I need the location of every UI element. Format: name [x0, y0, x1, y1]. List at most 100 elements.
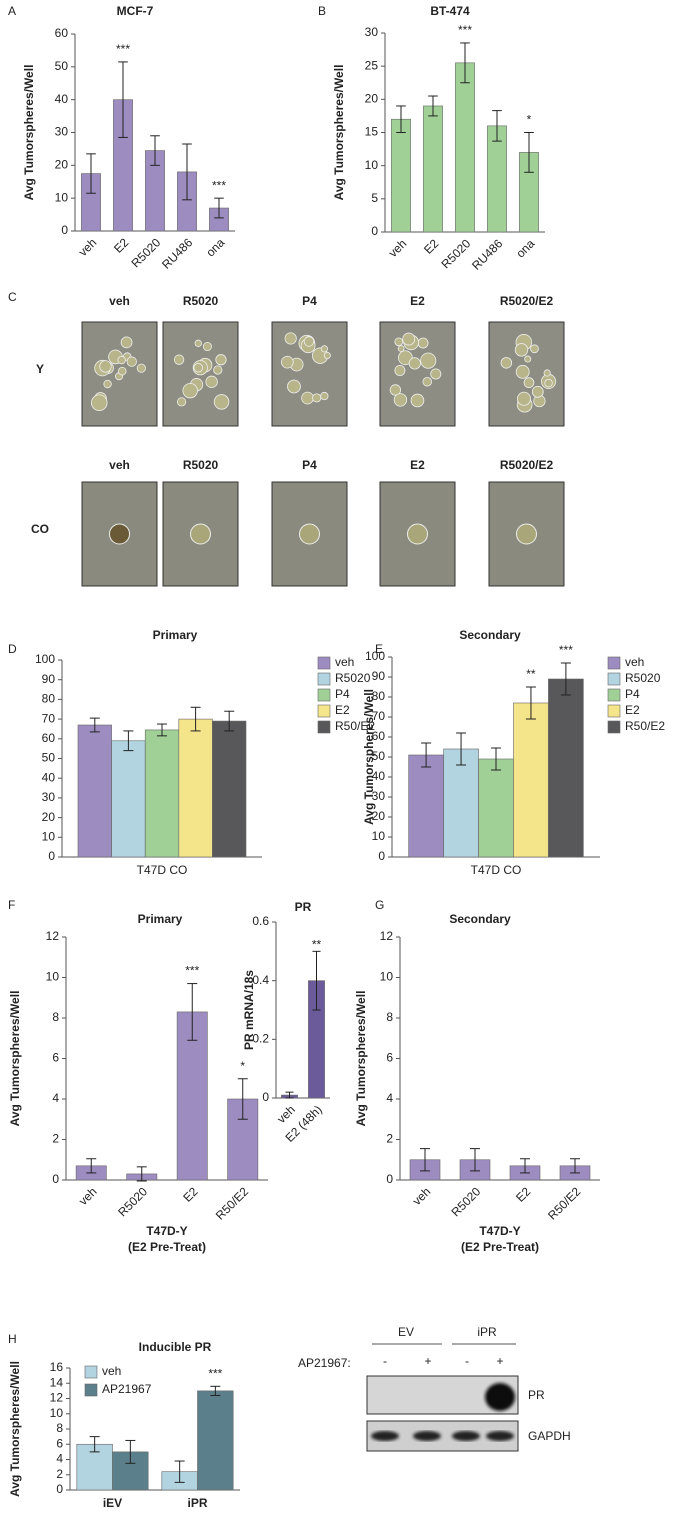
cell	[280, 355, 294, 369]
error-bar	[136, 1166, 147, 1182]
column-label: E2	[410, 458, 425, 472]
y-tick-label: 12	[50, 1391, 64, 1405]
x-tick-label: R5020	[128, 235, 163, 270]
y-tick-label: 0	[378, 849, 385, 863]
y-tick-label: 2	[386, 1132, 393, 1146]
y-tick-label: 4	[386, 1091, 393, 1105]
cell	[422, 377, 433, 387]
legend-swatch	[607, 704, 621, 718]
panel-letter: G	[375, 898, 384, 912]
cell	[173, 354, 185, 365]
band-label: PR	[528, 1388, 545, 1402]
error-bar	[285, 1091, 294, 1099]
error-bar	[460, 42, 470, 84]
lane-label: +	[424, 1354, 431, 1368]
y-axis-label: Avg Tumorspheres/Well	[354, 991, 368, 1127]
legend-swatch	[317, 720, 331, 734]
legend-swatch	[317, 704, 331, 718]
y-tick-label: 30	[55, 125, 69, 139]
legend-label: R50/E2	[625, 719, 665, 733]
y-tick-label: 70	[372, 709, 386, 723]
y-tick-label: 10	[46, 970, 60, 984]
cell	[301, 391, 314, 405]
panel-letter: B	[318, 4, 326, 18]
cell	[389, 384, 402, 396]
cell	[524, 355, 532, 363]
x-tick-label: R5020	[115, 1184, 150, 1219]
error-bar	[157, 723, 167, 737]
x-tick-label: E2	[421, 236, 442, 257]
y-tick-label: 6	[386, 1051, 393, 1065]
legend-swatch	[317, 688, 331, 702]
lane-label: +	[496, 1354, 503, 1368]
x-tick-label: veh	[76, 235, 100, 259]
y-tick-label: 60	[42, 731, 56, 745]
y-tick-label: 25	[365, 58, 379, 72]
cell	[205, 375, 218, 388]
significance: ***	[185, 964, 199, 978]
error-bar	[150, 135, 160, 166]
significance: **	[526, 667, 536, 681]
y-tick-label: 12	[46, 929, 60, 943]
chart-title: PR	[295, 900, 312, 914]
band	[413, 1431, 441, 1441]
error-bar	[118, 61, 128, 138]
error-bar	[224, 710, 235, 732]
x-tick-label: RU486	[469, 236, 506, 273]
band	[485, 1383, 515, 1411]
chart-title: BT-474	[430, 4, 470, 18]
y-tick-label: 40	[55, 92, 69, 106]
error-bar	[560, 662, 571, 696]
sphere	[109, 523, 130, 545]
y-tick-label: 100	[35, 652, 55, 666]
y-tick-label: 60	[55, 26, 69, 40]
y-tick-label: 50	[55, 59, 69, 73]
y-tick-label: 5	[371, 191, 378, 205]
bar	[455, 62, 475, 233]
y-tick-label: 20	[372, 809, 386, 823]
y-tick-label: 0.2	[252, 1032, 269, 1046]
y-tick-label: 16	[50, 1360, 64, 1374]
y-tick-label: 20	[365, 92, 379, 106]
error-bar	[237, 1078, 248, 1120]
y-tick-label: 10	[380, 970, 394, 984]
y-tick-label: 0	[371, 224, 378, 238]
lane-label: -	[383, 1354, 387, 1368]
bar	[443, 748, 479, 858]
chart-title: Primary	[138, 912, 183, 926]
x-tick-label: R50/E2	[213, 1184, 251, 1222]
error-bar	[492, 110, 502, 142]
y-tick-label: 6	[52, 1051, 59, 1065]
cell	[284, 332, 297, 345]
legend-label: veh	[102, 1364, 121, 1378]
error-bar	[187, 983, 198, 1041]
y-tick-label: 80	[372, 689, 386, 703]
legend-swatch	[84, 1383, 98, 1397]
y-tick-label: 50	[372, 749, 386, 763]
x-tick-label: E2	[513, 1184, 534, 1205]
error-bar	[470, 1148, 480, 1172]
x-tick-label: iPR	[187, 1496, 207, 1510]
y-tick-label: 8	[56, 1421, 63, 1435]
cell	[516, 391, 531, 406]
error-bar	[125, 1439, 136, 1464]
y-tick-label: 2	[52, 1132, 59, 1146]
y-tick-label: 90	[372, 669, 386, 683]
error-bar	[312, 950, 321, 1011]
y-tick-label: 100	[365, 649, 385, 663]
x-tick-label: R5020	[448, 1184, 483, 1219]
x-tick-label: veh	[410, 1184, 434, 1208]
panel-letter: C	[8, 290, 17, 304]
error-bar	[182, 143, 192, 201]
significance: ***	[212, 178, 226, 192]
x-tick-label: T47D CO	[471, 863, 522, 877]
y-tick-label: 30	[365, 25, 379, 39]
y-tick-label: 20	[42, 810, 56, 824]
significance: *	[240, 1059, 245, 1073]
blot-group: EV	[398, 1325, 414, 1339]
legend-swatch	[607, 688, 621, 702]
sphere	[190, 523, 211, 545]
cell	[530, 344, 539, 354]
cell	[136, 363, 146, 373]
cell	[398, 350, 413, 366]
